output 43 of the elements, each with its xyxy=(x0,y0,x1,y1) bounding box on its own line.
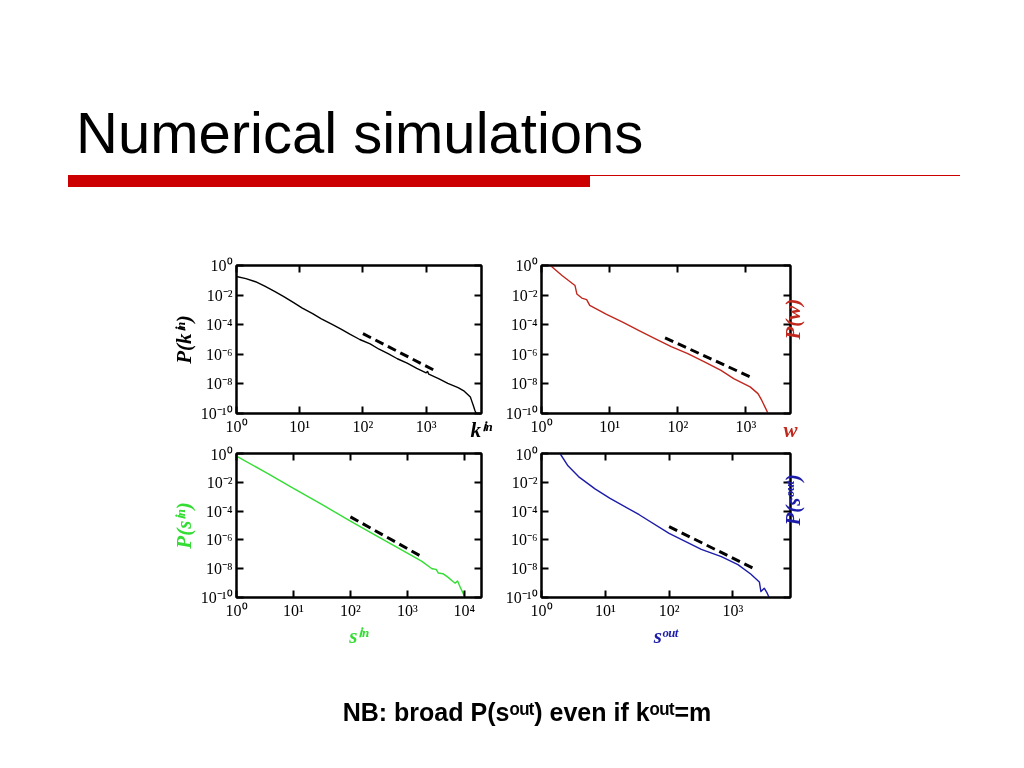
y-tick-label: 10⁻⁸ xyxy=(510,375,538,393)
y-tick-label: 10⁻² xyxy=(511,473,538,491)
x-tick-label: 10¹ xyxy=(594,601,616,619)
x-tick-label: 10² xyxy=(658,601,680,619)
y-tick-label: 10⁰ xyxy=(515,445,538,463)
x-tick-label: 10² xyxy=(667,417,689,435)
x-axis-title: sⁱⁿ xyxy=(348,623,370,648)
y-tick-label: 10⁻⁸ xyxy=(205,375,233,393)
y-tick-label: 10⁻⁶ xyxy=(510,345,538,363)
x-tick-label: 10⁴ xyxy=(453,601,476,619)
y-axis-title: P(w) xyxy=(780,298,805,341)
y-tick-label: 10⁻⁸ xyxy=(510,560,538,578)
y-tick-label: 10⁻⁴ xyxy=(510,316,538,334)
y-tick-label: 10⁰ xyxy=(210,445,233,463)
x-axis-title: w xyxy=(783,417,799,442)
x-tick-label: 10¹ xyxy=(283,601,305,619)
chart-title: Numerical simulations xyxy=(76,100,644,165)
x-tick-label: 10³ xyxy=(722,601,744,619)
x-axis-title: sᵒᵘᵗ xyxy=(652,623,680,648)
x-tick-label: 10² xyxy=(352,417,374,435)
y-tick-label: 10⁻² xyxy=(206,286,233,304)
y-tick-label: 10⁻⁸ xyxy=(205,560,233,578)
x-tick-label: 10³ xyxy=(735,417,757,435)
y-axis-title: P(sⁱⁿ) xyxy=(171,502,196,550)
y-axis-title: P(sᵒᵘᵗ) xyxy=(780,474,805,527)
y-axis-title: P(kⁱⁿ) xyxy=(171,315,196,365)
y-tick-label: 10⁻⁶ xyxy=(510,531,538,549)
x-tick-label: 10³ xyxy=(415,417,437,435)
y-tick-label: 10⁻⁶ xyxy=(205,531,233,549)
y-tick-label: 10⁰ xyxy=(515,257,538,274)
y-tick-label: 10⁻⁴ xyxy=(205,316,233,334)
text: NB: broad P(sᵒᵘᵗ) even if kᵒᵘᵗ=m xyxy=(341,697,713,727)
x-tick-label: 10¹ xyxy=(599,417,621,435)
x-tick-label: 10² xyxy=(340,601,362,619)
y-tick-label: 10⁻⁴ xyxy=(510,502,538,520)
y-tick-label: 10⁻² xyxy=(206,473,233,491)
x-tick-label: 10³ xyxy=(396,601,418,619)
x-axis-title: kⁱⁿ xyxy=(470,417,494,442)
y-tick-label: 10⁻⁴ xyxy=(205,502,233,520)
x-tick-label: 10¹ xyxy=(289,417,311,435)
y-tick-label: 10⁰ xyxy=(210,257,233,274)
y-tick-label: 10⁻² xyxy=(511,286,538,304)
y-tick-label: 10⁻⁶ xyxy=(205,345,233,363)
